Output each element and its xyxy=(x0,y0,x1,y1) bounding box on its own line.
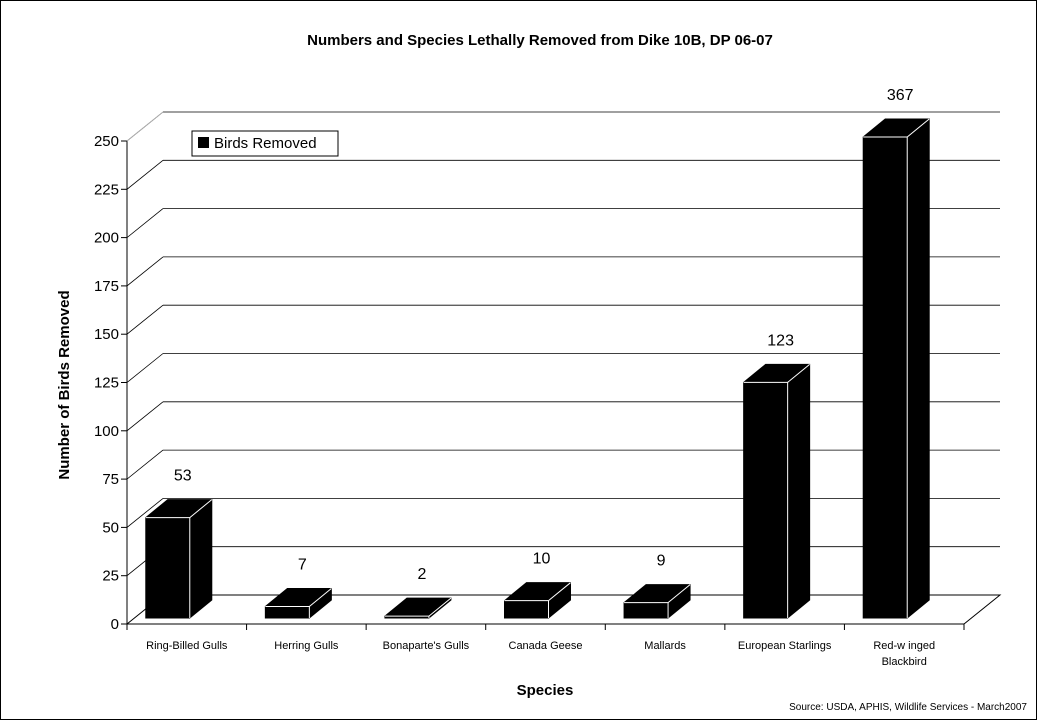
legend-box xyxy=(191,130,339,157)
x-tick-label: Red-w inged Blackbird xyxy=(873,640,935,668)
legend-swatch xyxy=(198,137,209,148)
side-gridline xyxy=(126,449,164,480)
bars xyxy=(145,118,930,619)
y-tick-label: 250 xyxy=(94,133,119,150)
bar xyxy=(623,584,691,619)
y-tick-label: 100 xyxy=(94,423,119,440)
side-gridline xyxy=(126,401,164,432)
y-axis-label: Number of Birds Removed xyxy=(56,290,73,479)
bar xyxy=(145,499,213,619)
bar-body xyxy=(743,363,811,619)
data-label: 10 xyxy=(533,551,551,568)
data-label: 53 xyxy=(174,468,192,485)
legend: Birds Removed xyxy=(191,130,339,157)
chart-title: Numbers and Species Lethally Removed fro… xyxy=(307,32,773,49)
x-tick-label: Canada Geese xyxy=(509,640,583,652)
bar xyxy=(504,582,571,619)
bar-body xyxy=(862,118,930,619)
side-gridline xyxy=(126,498,164,528)
data-label: 367 xyxy=(887,87,914,104)
y-tick-label: 175 xyxy=(94,278,119,295)
y-tick-label: 125 xyxy=(94,375,119,392)
side-gridline xyxy=(126,353,164,383)
data-label: 9 xyxy=(657,553,666,570)
side-gridline xyxy=(126,208,164,238)
y-tick-label: 225 xyxy=(94,181,119,198)
x-tick-label: Herring Gulls xyxy=(274,640,339,652)
data-label: 2 xyxy=(417,566,426,583)
side-wall-top xyxy=(126,111,164,142)
y-tick-label: 0 xyxy=(111,616,119,633)
x-tick-label: Ring-Billed Gulls xyxy=(146,640,228,652)
legend-label: Birds Removed xyxy=(214,135,317,152)
side-gridline xyxy=(126,159,164,190)
y-tick-label: 150 xyxy=(94,326,119,343)
source-note: Source: USDA, APHIS, Wildlife Services -… xyxy=(789,702,1027,713)
side-gridline xyxy=(126,304,164,335)
bar xyxy=(862,118,930,619)
side-gridline xyxy=(126,256,164,287)
x-tick-label: European Starlings xyxy=(738,640,832,652)
x-tick-label: Bonaparte's Gulls xyxy=(383,640,470,652)
bar xyxy=(743,363,811,619)
bar-body xyxy=(623,584,691,619)
y-tick-label: 25 xyxy=(102,568,119,585)
data-label: 123 xyxy=(767,332,794,349)
bar xyxy=(264,587,332,619)
bar-body xyxy=(264,587,332,619)
bar-body xyxy=(384,597,452,619)
y-tick-label: 200 xyxy=(94,230,119,247)
x-axis-label: Species xyxy=(517,682,574,699)
x-tick-label: Mallards xyxy=(644,640,686,652)
labels: 0 25 50 75 100 125 150 175 200 225 250 Ring-Billed … xyxy=(94,87,935,668)
bar xyxy=(384,597,452,619)
y-tick-label: 75 xyxy=(102,471,119,488)
data-label: 7 xyxy=(298,556,307,573)
y-tick-label: 50 xyxy=(102,519,119,536)
